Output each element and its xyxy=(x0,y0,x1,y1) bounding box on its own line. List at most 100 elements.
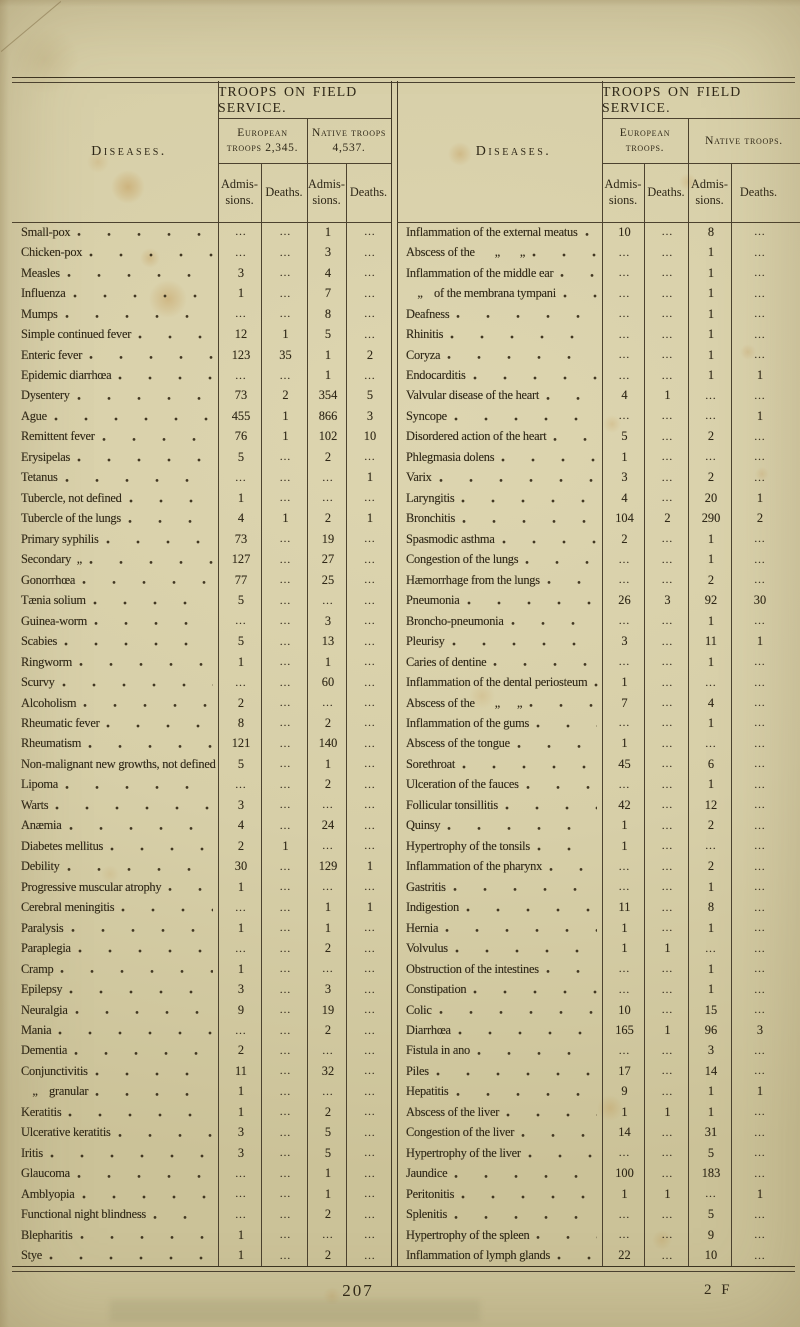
dot-leader xyxy=(70,917,213,939)
col-header-admissions-native: Admis- sions. xyxy=(308,177,345,207)
disease-name: Influenza xyxy=(21,286,66,301)
right-table-header: Diseases. TROOPS ON FIELD SERVICE. Europ… xyxy=(397,81,800,223)
table-row: Stye 1... 2... xyxy=(12,1245,391,1266)
disease-name: Anæmia xyxy=(21,818,62,833)
european-admissions-value: 1 xyxy=(237,879,245,894)
european-admissions-value: 45 xyxy=(618,756,631,771)
dot-leader xyxy=(594,672,599,693)
disease-cell: Influenza xyxy=(12,283,218,304)
table-row: Obstruction of the intestines...... 1... xyxy=(397,958,800,980)
dot-leader xyxy=(549,856,597,877)
dot-leader xyxy=(74,999,213,1021)
disease-cell: Hæmorrhage from the lungs xyxy=(397,569,602,591)
european-admissions-value: ... xyxy=(618,881,631,894)
page-number: 207 xyxy=(342,1281,374,1300)
table-row: Blepharitis 1......... xyxy=(12,1224,391,1246)
disease-cell: Inflammation of the external meatus xyxy=(397,222,602,243)
disease-cell: Piles xyxy=(397,1061,602,1082)
native-deaths-value: ... xyxy=(364,1044,376,1057)
table-row: Rheumatism 121... 140... xyxy=(12,733,391,755)
table-title: TROOPS ON FIELD SERVICE. xyxy=(602,81,800,119)
native-deaths-value: ... xyxy=(754,1167,766,1180)
group-native-troops: Native troops 4,537. xyxy=(311,127,387,154)
european-admissions-value: 4 xyxy=(237,818,245,833)
native-admissions-value: ... xyxy=(705,389,717,402)
european-deaths-value: ... xyxy=(279,778,292,791)
native-deaths-value: ... xyxy=(364,553,376,566)
european-deaths-value: 2 xyxy=(664,511,671,526)
table-row: Paralysis 1... 1... xyxy=(12,917,391,939)
native-admissions-value: 2 xyxy=(324,1248,332,1263)
dot-leader xyxy=(79,651,213,673)
european-deaths-value: ... xyxy=(661,1147,674,1160)
native-admissions-value: 24 xyxy=(321,818,335,833)
table-row: Conjunctivitis 11... 32... xyxy=(12,1061,391,1082)
native-deaths-value: ... xyxy=(754,615,766,628)
dot-leader xyxy=(95,1081,213,1103)
european-admissions-value: 1 xyxy=(621,1186,628,1201)
table-row: Keratitis 1... 2... xyxy=(12,1102,391,1123)
disease-name: Paraplegia xyxy=(21,941,71,956)
disease-cell: Tubercle, not defined xyxy=(12,488,218,509)
table-row: Abscess of the tongue 1......... xyxy=(397,733,800,755)
native-admissions-value: 1 xyxy=(324,368,332,383)
european-admissions-value: 22 xyxy=(618,1248,631,1263)
dot-leader xyxy=(64,467,213,489)
center-double-divider xyxy=(391,81,398,1266)
native-deaths-value: ... xyxy=(364,308,376,321)
table-row: Fistula in ano...... 3... xyxy=(397,1040,800,1062)
disease-cell: Broncho-pneumonia xyxy=(397,610,602,632)
diseases-column-header: Diseases. xyxy=(397,81,602,222)
table-row: Small-pox...... 1... xyxy=(12,222,391,243)
disease-cell: Spasmodic asthma xyxy=(397,529,602,550)
dot-leader xyxy=(61,672,213,693)
table-row: Functional night blindness...... 2... xyxy=(12,1204,391,1225)
table-row: Influenza 1... 7... xyxy=(12,283,391,304)
disease-cell: Measles xyxy=(12,262,218,284)
dot-leader xyxy=(117,1122,213,1144)
table-row: Inflammation of the external meatus 10...… xyxy=(397,222,800,243)
european-deaths-value: ... xyxy=(279,246,292,259)
dot-leader xyxy=(493,651,597,673)
disease-name: Remittent fever xyxy=(21,429,95,444)
native-admissions-value: 19 xyxy=(321,1002,335,1017)
disease-cell: Inflammation of lymph glands xyxy=(397,1245,602,1266)
european-deaths-value: ... xyxy=(661,471,674,484)
native-deaths-value: ... xyxy=(364,963,376,976)
native-admissions-value: 2 xyxy=(324,777,332,792)
right-table-body: Inflammation of the external meatus 10...… xyxy=(397,222,800,1266)
native-admissions-value: 1 xyxy=(707,982,715,997)
dot-leader xyxy=(438,999,597,1021)
native-admissions-value: 3 xyxy=(324,613,332,628)
disease-name: Varix xyxy=(406,470,432,485)
european-admissions-value: 104 xyxy=(615,511,634,526)
native-admissions-value: 8 xyxy=(324,306,332,321)
table-row: Anæmia 4... 24... xyxy=(12,815,391,837)
european-deaths-value: 3 xyxy=(664,593,671,608)
disease-name: Dysentery xyxy=(21,388,70,403)
disease-name: Inflammation of lymph glands xyxy=(406,1248,551,1263)
european-deaths-value: ... xyxy=(661,778,674,791)
european-admissions-value: 1 xyxy=(237,654,245,669)
diseases-label: Diseases. xyxy=(91,143,167,159)
native-deaths-value: ... xyxy=(754,389,766,402)
table-row: Inflammation of the middle ear...... 1... xyxy=(397,262,800,284)
disease-cell: Constipation xyxy=(397,979,602,1000)
european-deaths-value: ... xyxy=(279,1126,292,1139)
european-deaths-value: ... xyxy=(661,1126,674,1139)
european-deaths-value: ... xyxy=(661,758,674,771)
disease-name: Mumps xyxy=(21,306,58,321)
european-admissions-value: 30 xyxy=(234,859,248,874)
native-deaths-value: ... xyxy=(754,1044,766,1057)
native-admissions-value: 1 xyxy=(707,327,715,342)
table-row: Inflammation of the dental periosteum 1..… xyxy=(397,672,800,693)
european-deaths-value: 1 xyxy=(282,408,289,423)
dot-leader xyxy=(545,958,597,980)
european-admissions-value: 12 xyxy=(234,327,248,342)
dot-leader xyxy=(152,1204,213,1225)
native-deaths-value: 5 xyxy=(366,388,374,403)
disease-cell: Epilepsy xyxy=(12,979,218,1000)
disease-name: Gonorrhœa xyxy=(21,572,76,587)
native-deaths-value: ... xyxy=(754,349,766,362)
european-admissions-value: 73 xyxy=(234,388,248,403)
